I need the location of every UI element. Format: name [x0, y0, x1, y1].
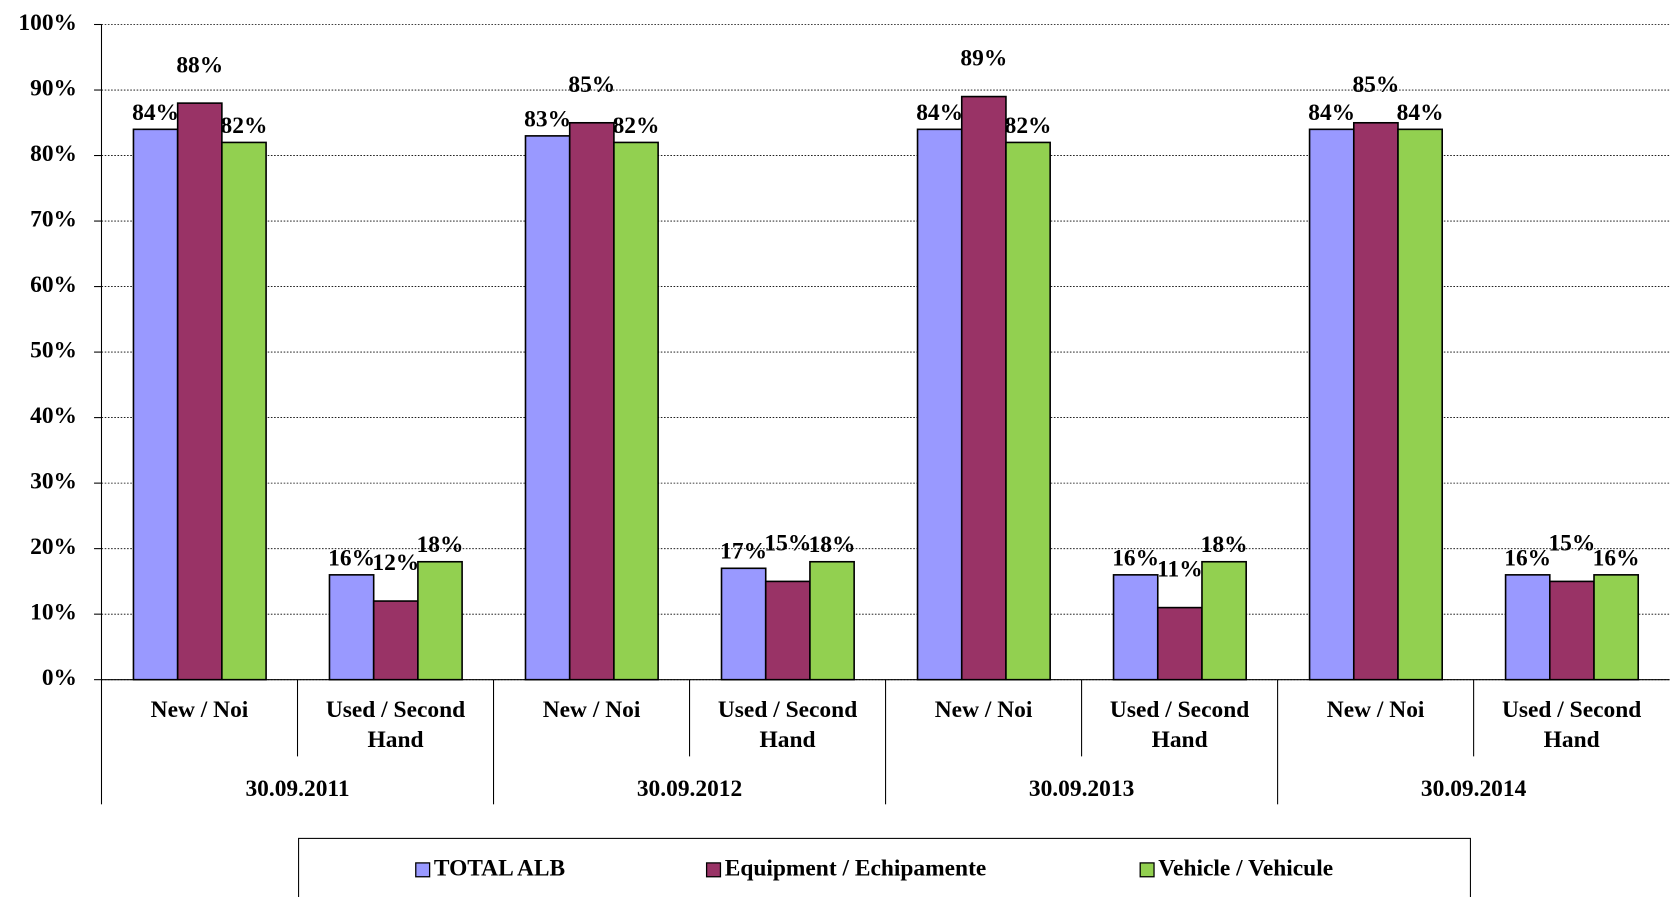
bar — [960, 95, 1007, 681]
data-label: 18% — [1201, 532, 1248, 558]
bar — [1112, 574, 1159, 681]
bar — [809, 560, 855, 681]
bar — [176, 102, 223, 681]
y-tick-label: 20% — [30, 534, 77, 560]
data-label: 16% — [1504, 545, 1551, 571]
y-tick-label: 80% — [30, 141, 77, 167]
bar — [1504, 574, 1551, 681]
bar — [1201, 560, 1247, 681]
bar — [916, 128, 963, 681]
x-tick-label: New / Noi — [542, 695, 641, 723]
bar — [417, 560, 463, 681]
data-label: 84% — [1308, 100, 1355, 126]
bar — [764, 580, 811, 681]
bar — [568, 121, 615, 681]
bar — [132, 128, 179, 681]
bar — [720, 567, 767, 681]
bar — [1593, 574, 1640, 681]
legend-label: TOTAL ALB — [434, 856, 565, 882]
data-label: 12% — [372, 550, 419, 576]
legend-swatch — [1139, 862, 1155, 878]
legend-swatch — [705, 862, 722, 878]
x-tick-label-box: Used / Second Hand — [717, 695, 858, 753]
data-label: 15% — [1548, 531, 1595, 557]
data-label: 82% — [221, 113, 268, 139]
bar — [1005, 141, 1051, 681]
y-tick-label: 60% — [30, 272, 77, 298]
bar — [1548, 580, 1595, 681]
y-tick-label: 40% — [30, 403, 77, 429]
y-tick-label: 70% — [30, 206, 77, 232]
y-tick-label: 100% — [18, 10, 77, 36]
bar — [372, 600, 419, 681]
x-tick-label-box: New / Noi — [1326, 695, 1425, 723]
legend-box — [298, 837, 1471, 897]
bar — [1352, 121, 1399, 681]
x-tick-label: New / Noi — [934, 695, 1033, 723]
bar — [221, 141, 267, 681]
y-tick-label: 10% — [30, 600, 77, 626]
bar — [1156, 606, 1203, 681]
bar — [1397, 128, 1443, 681]
y-tick-label: 90% — [30, 75, 77, 101]
x-tick-label-box: Used / Second Hand — [1501, 695, 1642, 753]
data-label: 16% — [1112, 545, 1159, 571]
data-label: 82% — [1005, 113, 1052, 139]
data-label: 11% — [1157, 557, 1203, 583]
x-tick-label: Used / Second Hand — [1109, 695, 1250, 753]
data-label: 85% — [568, 72, 615, 98]
bar — [328, 574, 375, 681]
y-tick-label: 0% — [42, 665, 77, 691]
legend-label: Vehicle / Vehicule — [1158, 856, 1333, 882]
y-tick-label: 30% — [30, 468, 77, 494]
data-label: 84% — [916, 100, 963, 126]
legend-label: Equipment / Echipamente — [725, 856, 987, 882]
group-label: 30.09.2012 — [637, 776, 742, 802]
x-tick-label-box: Used / Second Hand — [325, 695, 466, 753]
data-label: 16% — [328, 545, 375, 571]
x-tick-label-box: New / Noi — [542, 695, 641, 723]
data-label: 82% — [613, 113, 660, 139]
data-label: 16% — [1593, 545, 1640, 571]
data-label: 84% — [132, 100, 179, 126]
data-label: 18% — [417, 532, 464, 558]
data-label: 83% — [524, 106, 571, 132]
x-tick-label-box: New / Noi — [150, 695, 249, 723]
data-label: 15% — [764, 531, 811, 557]
group-label: 30.09.2013 — [1029, 776, 1134, 802]
legend-swatch — [415, 862, 431, 878]
data-label: 85% — [1352, 72, 1399, 98]
data-label: 18% — [809, 532, 856, 558]
group-label: 30.09.2014 — [1421, 776, 1527, 802]
bar — [1308, 128, 1355, 681]
data-label: 88% — [176, 52, 223, 78]
x-tick-label: Used / Second Hand — [325, 695, 466, 753]
bar — [613, 141, 659, 681]
x-tick-label: New / Noi — [1326, 695, 1425, 723]
x-tick-label-box: New / Noi — [934, 695, 1033, 723]
data-label: 84% — [1397, 100, 1444, 126]
x-tick-label-box: Used / Second Hand — [1109, 695, 1250, 753]
y-tick-label: 50% — [30, 337, 77, 363]
data-label: 89% — [960, 46, 1007, 72]
data-label: 17% — [720, 539, 767, 565]
x-tick-label: New / Noi — [150, 695, 249, 723]
x-tick-label: Used / Second Hand — [717, 695, 858, 753]
x-tick-label: Used / Second Hand — [1501, 695, 1642, 753]
bar — [524, 135, 571, 681]
group-label: 30.09.2011 — [245, 776, 349, 802]
